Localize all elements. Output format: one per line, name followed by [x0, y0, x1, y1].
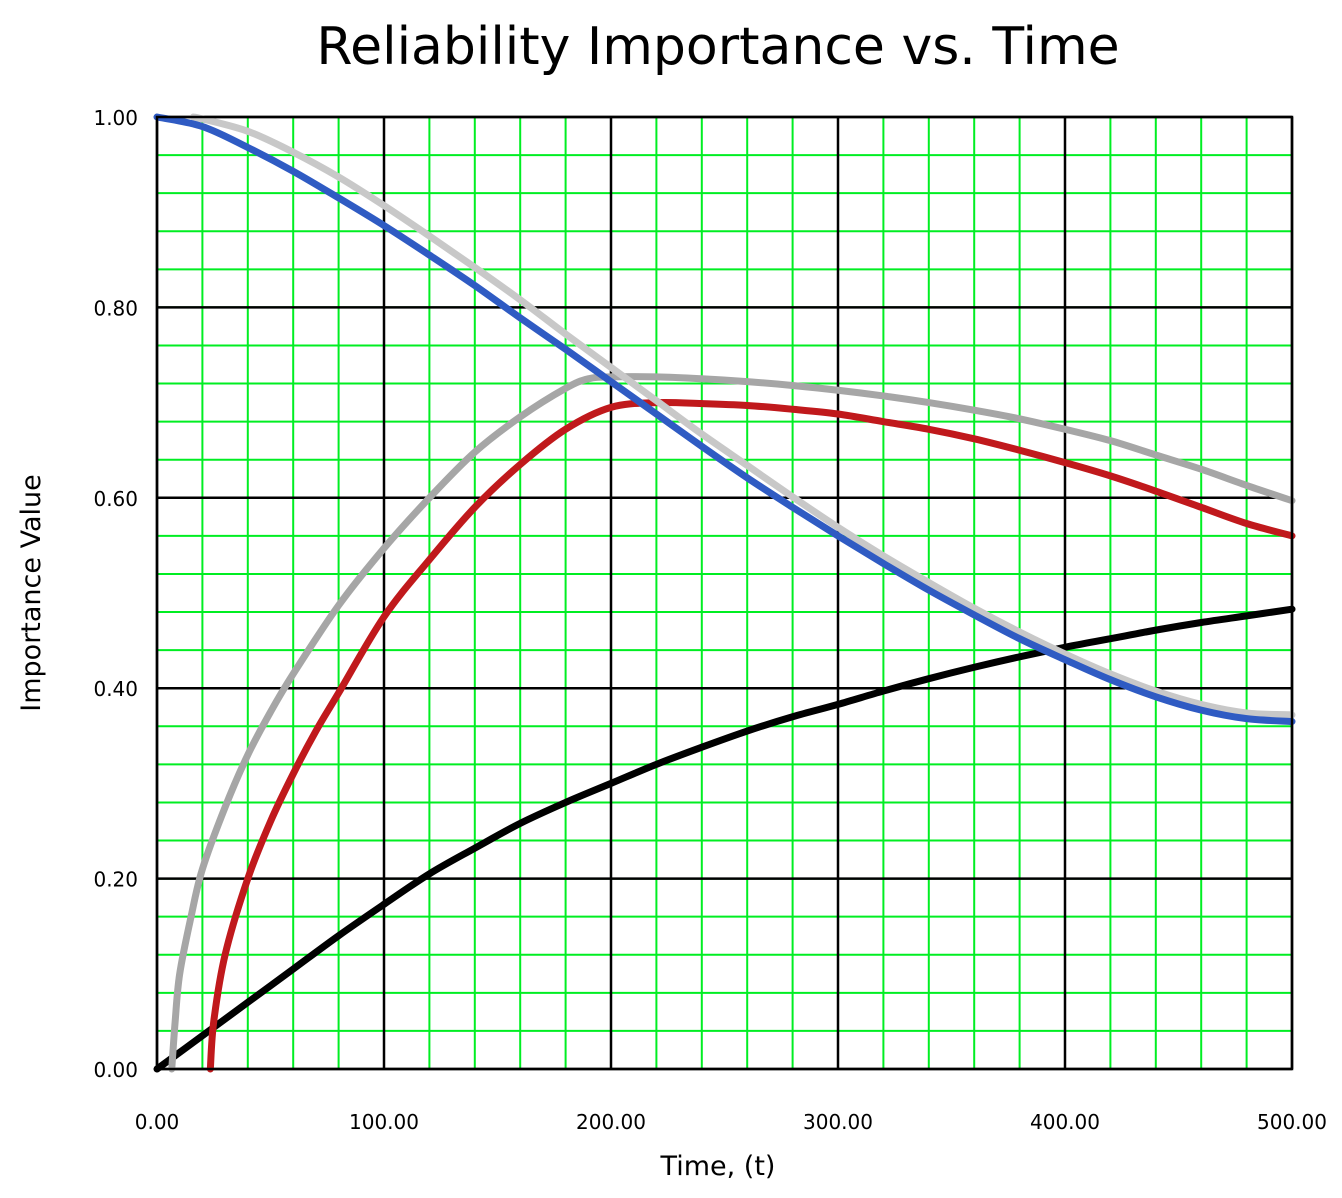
x-tick-labels: 0.00 100.00 200.00 300.00 400.00 500.00 — [135, 1110, 1327, 1134]
series-line-1 — [153, 605, 1296, 1073]
plot-frame — [155, 115, 1294, 1071]
y-tick-label: 0.20 — [93, 868, 138, 892]
y-tick-label: 0.60 — [93, 487, 138, 511]
chart-title: Reliability Importance vs. Time — [316, 17, 1119, 77]
series-line-3 — [168, 373, 1296, 1073]
x-tick-label: 500.00 — [1257, 1110, 1327, 1134]
series-line-2 — [206, 398, 1296, 1073]
major-grid — [155, 115, 1294, 1071]
minor-grid — [156, 116, 1293, 1070]
series-line-4 — [189, 113, 1296, 719]
y-tick-label: 0.00 — [93, 1058, 138, 1082]
y-tick-label: 0.40 — [93, 677, 138, 701]
x-tick-label: 200.00 — [576, 1110, 646, 1134]
y-axis-label: Importance Value — [16, 474, 47, 711]
y-tick-label: 0.80 — [93, 296, 138, 320]
x-tick-label: 400.00 — [1030, 1110, 1100, 1134]
x-axis-label: Time, (t) — [660, 1151, 776, 1182]
y-tick-label: 1.00 — [93, 106, 138, 130]
x-tick-label: 100.00 — [349, 1110, 419, 1134]
x-tick-label: 300.00 — [803, 1110, 873, 1134]
y-tick-labels: 0.00 0.20 0.40 0.60 0.80 1.00 — [93, 106, 138, 1082]
series-lines — [153, 113, 1296, 1073]
series-line-5 — [153, 113, 1296, 726]
x-tick-label: 0.00 — [135, 1110, 180, 1134]
